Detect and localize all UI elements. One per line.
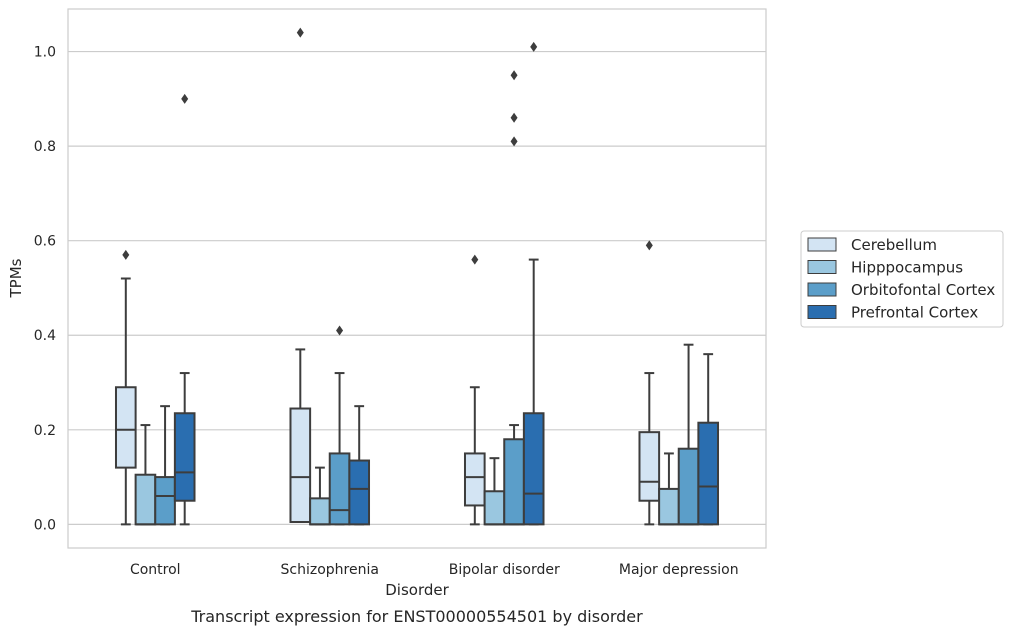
box-body — [348, 459, 371, 526]
y-tick-label: 0.8 — [34, 139, 56, 155]
box-body — [114, 386, 137, 469]
figure-caption: Transcript expression for ENST0000055450… — [190, 607, 643, 626]
box-hipppocampus-major-depression — [658, 452, 680, 526]
x-axis-title: Disorder — [385, 581, 449, 599]
legend-label: Prefrontal Cortex — [851, 304, 978, 322]
box-body — [677, 447, 700, 526]
boxes — [114, 27, 720, 526]
plot-frame — [67, 8, 767, 549]
x-tick-label: Bipolar disorder — [449, 562, 560, 578]
legend-swatch — [807, 305, 837, 319]
box-prefrontal-cortex-schizophrenia — [348, 405, 371, 526]
box-body — [289, 407, 312, 523]
box-body — [522, 412, 545, 526]
outlier-point — [530, 41, 538, 52]
outlier-point — [181, 93, 189, 104]
legend-swatch — [807, 282, 837, 297]
y-tick-label: 0.4 — [34, 328, 56, 344]
y-tick-label: 0.6 — [34, 234, 56, 250]
box-body — [309, 497, 331, 526]
x-axis-ticks: Control Schizophrenia Bipolar disorder Majo… — [130, 562, 739, 578]
plot-area — [68, 9, 766, 548]
box-body — [134, 473, 157, 526]
box-body — [503, 438, 525, 526]
box-body — [328, 452, 351, 526]
box-prefrontal-cortex-major-depression — [697, 353, 720, 526]
box-orbitofontal-cortex-schizophrenia — [328, 325, 351, 526]
box-hipppocampus-bipolar-disorder — [483, 457, 506, 526]
box-cerebellum-schizophrenia — [289, 27, 312, 523]
box-orbitofontal-cortex-control — [154, 405, 176, 526]
box-cerebellum-control — [114, 249, 137, 526]
legend-swatch — [807, 260, 837, 274]
legend-swatch — [807, 237, 837, 252]
box-orbitofontal-cortex-bipolar-disorder — [503, 70, 525, 526]
box-body — [154, 476, 176, 526]
legend-label: Cerebellum — [851, 236, 937, 254]
box-prefrontal-cortex-control — [173, 93, 196, 526]
legend-label: Orbitofontal Cortex — [851, 281, 995, 299]
box-body — [173, 412, 196, 502]
y-tick-label: 0.0 — [34, 517, 56, 533]
legend-frame — [800, 230, 1004, 328]
outlier-point — [471, 254, 479, 265]
legend-label: Hipppocampus — [851, 259, 963, 277]
box-body — [463, 452, 486, 507]
outlier-point — [122, 249, 130, 260]
y-axis-ticks: 0.0 0.2 0.4 0.6 0.8 1.0 — [34, 45, 56, 534]
box-body — [697, 421, 720, 526]
box-prefrontal-cortex-bipolar-disorder — [522, 41, 545, 526]
outlier-point — [510, 112, 518, 123]
outlier-point — [645, 240, 653, 251]
box-body — [638, 431, 661, 502]
x-tick-label: Schizophrenia — [281, 562, 379, 578]
outlier-point — [510, 136, 518, 147]
outlier-point — [336, 325, 344, 336]
outlier-point — [296, 27, 304, 38]
x-tick-label: Control — [130, 562, 181, 578]
y-tick-label: 0.2 — [34, 423, 56, 439]
legend: Cerebellum Hipppocampus Orbitofontal Corte… — [800, 230, 1004, 328]
outlier-point — [510, 70, 518, 81]
x-tick-label: Major depression — [619, 562, 739, 578]
box-cerebellum-bipolar-disorder — [463, 254, 486, 526]
box-cerebellum-major-depression — [638, 240, 661, 526]
box-body — [483, 490, 506, 526]
y-tick-label: 1.0 — [34, 45, 56, 61]
y-axis-title: TPMs — [7, 258, 25, 298]
box-body — [658, 487, 680, 526]
